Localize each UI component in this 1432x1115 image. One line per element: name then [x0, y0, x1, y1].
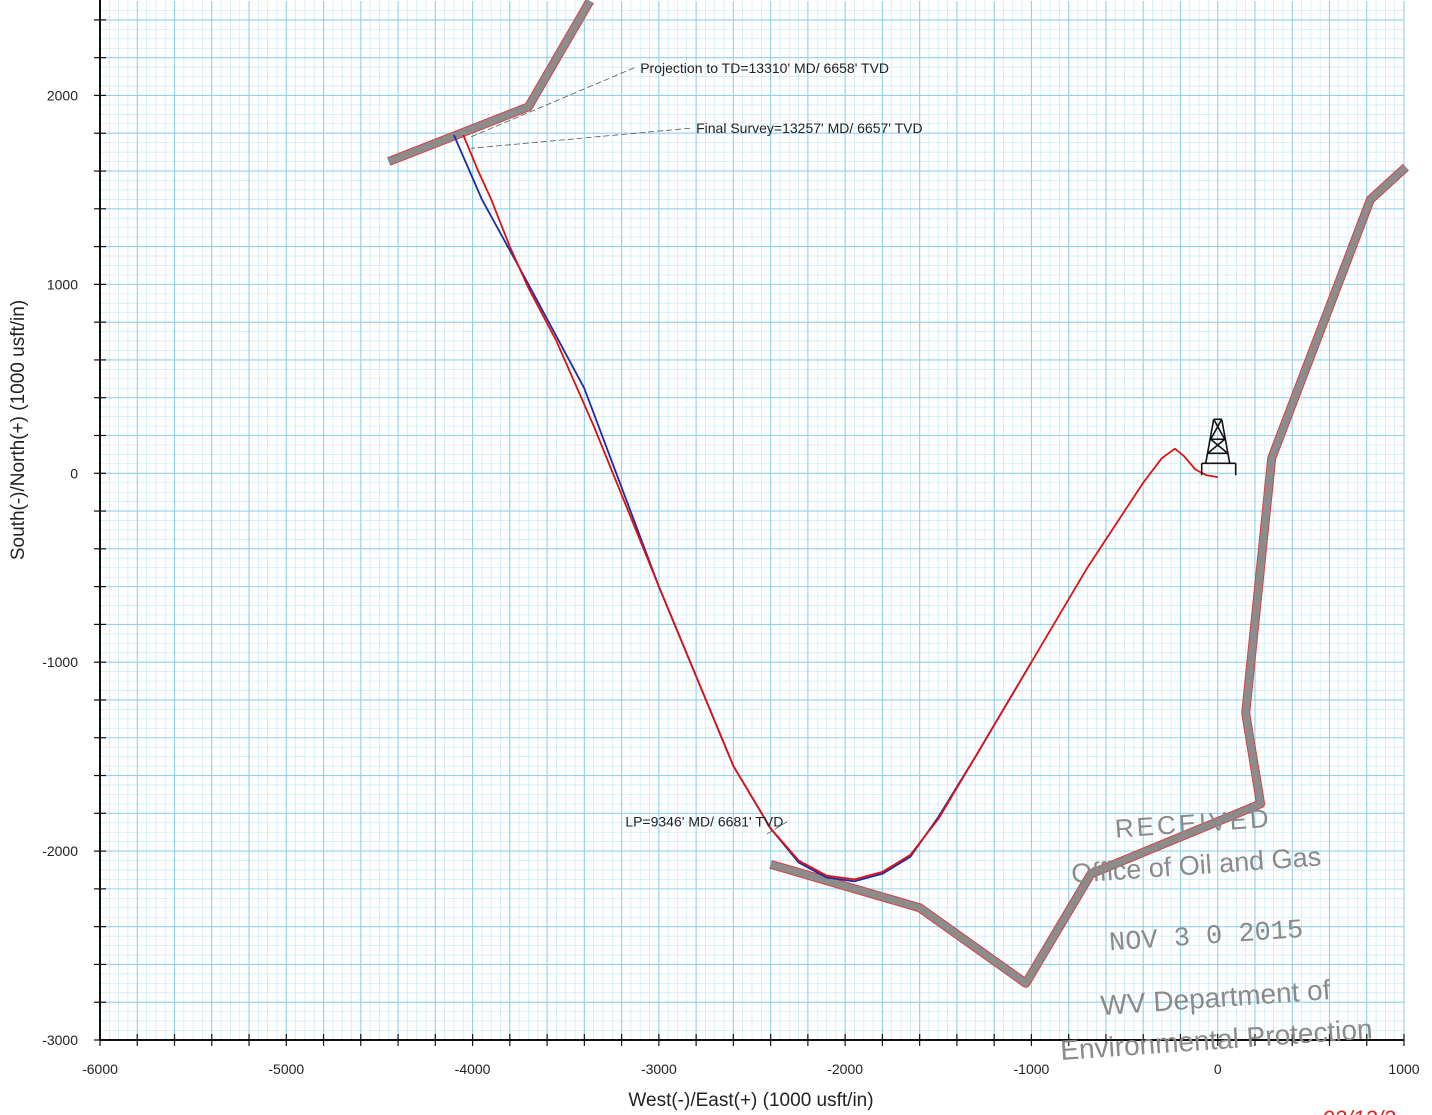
x-axis-ticks: -6000 -5000 -4000 -3000 -2000 -1000 0 1000: [82, 1034, 1420, 1077]
wellpath-series: [453, 134, 1218, 883]
annotation-leader: [766, 821, 788, 835]
received-stamp: RECEIVED Office of Oil and Gas NOV 3 0 2…: [1059, 803, 1373, 1066]
stamp-department: WV Department of: [1099, 974, 1331, 1021]
rig-strut: [1204, 419, 1215, 464]
y-tick-label: 1000: [47, 276, 78, 292]
x-tick-label: -2000: [827, 1061, 863, 1077]
x-tick-label: -1000: [1014, 1061, 1050, 1077]
annotation-leader: [470, 67, 635, 138]
lease-boundary-edge: [387, 0, 594, 166]
y-tick-label: 2000: [47, 87, 78, 103]
y-axis-title: South(-)/North(+) (1000 usft/in): [8, 300, 29, 560]
annotations: Projection to TD=13310' MD/ 6658' TVD Fin…: [470, 60, 923, 835]
y-tick-label: -2000: [42, 843, 78, 859]
actual-wellpath-line: [462, 134, 1218, 881]
minor-grid: [100, 1, 1404, 1040]
x-axis-title: West(-)/East(+) (1000 usft/in): [628, 1090, 873, 1111]
stamp-received: RECEIVED: [1114, 803, 1273, 844]
x-tick-label: -5000: [268, 1061, 304, 1077]
x-tick-label: -4000: [455, 1061, 491, 1077]
rig-strut: [1213, 418, 1226, 440]
x-tick-label: 1000: [1388, 1061, 1419, 1077]
annotation-label: Final Survey=13257' MD/ 6657' TVD: [696, 120, 922, 136]
lease-boundary-line: [769, 164, 1409, 987]
stamp-date: NOV 3 0 2015: [1108, 916, 1304, 959]
y-tick-label: -3000: [42, 1032, 78, 1048]
x-tick-label: -3000: [641, 1061, 677, 1077]
rig-strut: [1210, 438, 1229, 454]
x-tick-label: -6000: [82, 1061, 118, 1077]
rig-strut: [1220, 419, 1231, 464]
corner-date-text: 02/12/2: [1322, 1106, 1395, 1115]
x-tick-label: 0: [1214, 1061, 1222, 1077]
drilling-rig-icon: [1200, 418, 1237, 476]
annotation-label: Projection to TD=13310' MD/ 6658' TVD: [640, 60, 889, 76]
lease-boundary-line: [387, 0, 593, 165]
y-axis-ticks: -3000 -2000 -1000 0 1000 2000: [42, 19, 106, 1048]
rig-strut: [1207, 438, 1226, 454]
stamp-office: Office of Oil and Gas: [1070, 841, 1322, 888]
lease-boundaries: [387, 0, 1409, 988]
annotation-label: LP=9346' MD/ 6681' TVD: [625, 814, 783, 830]
rig-strut: [1210, 418, 1223, 440]
axes: [99, 0, 1404, 1041]
annotation-leader: [470, 127, 691, 149]
y-tick-label: -1000: [42, 654, 78, 670]
y-tick-label: 0: [70, 465, 78, 481]
